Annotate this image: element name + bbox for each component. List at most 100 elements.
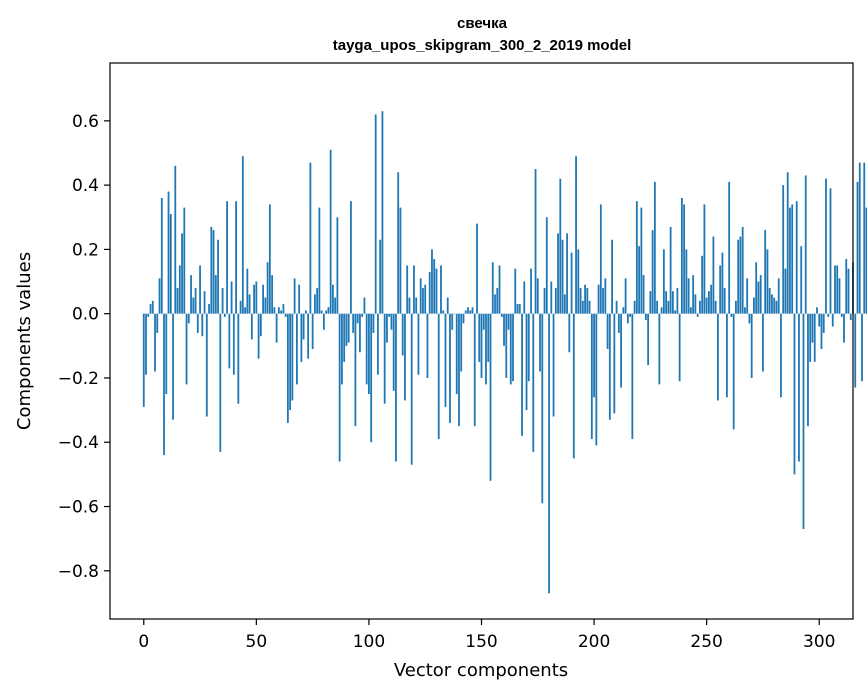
bar-201: [595, 313, 598, 446]
x-tick-label: 250: [690, 632, 722, 652]
x-tick-label: 200: [578, 632, 610, 652]
bar-219: [635, 201, 638, 314]
bar-264: [737, 239, 740, 314]
bar-6: [156, 313, 159, 333]
bar-77: [316, 287, 319, 314]
bar-165: [514, 268, 517, 314]
bar-132: [440, 265, 442, 314]
bar-320: [863, 162, 866, 314]
bar-142: [462, 313, 465, 324]
bar-205: [604, 278, 607, 314]
bar-81: [325, 310, 328, 314]
bar-129: [433, 259, 436, 314]
bar-194: [579, 287, 582, 314]
bar-288: [791, 204, 794, 314]
bar-199: [590, 313, 593, 440]
bar-280: [773, 297, 776, 314]
y-tick-label: 0.2: [72, 240, 99, 260]
bar-40: [232, 313, 235, 375]
bar-302: [822, 313, 825, 333]
bar-215: [626, 313, 629, 324]
bar-232: [665, 291, 668, 314]
bar-220: [638, 246, 641, 314]
bar-167: [518, 304, 521, 314]
bar-249: [703, 204, 706, 314]
bar-69: [298, 284, 301, 314]
bar-245: [694, 294, 697, 314]
bar-295: [807, 313, 809, 427]
bar-180: [548, 313, 550, 594]
bar-39: [230, 281, 233, 314]
bar-16: [178, 265, 181, 314]
bar-119: [410, 313, 413, 465]
bar-4: [151, 300, 154, 314]
bar-294: [804, 175, 807, 314]
bar-41: [235, 201, 237, 314]
bar-143: [464, 310, 467, 314]
bar-195: [581, 300, 584, 314]
bar-272: [755, 262, 758, 314]
bar-182: [552, 313, 555, 417]
bar-149: [478, 313, 481, 362]
bar-290: [795, 201, 798, 314]
bar-150: [480, 313, 483, 378]
x-tick-label: 50: [246, 632, 268, 652]
bar-222: [642, 275, 645, 314]
bar-248: [701, 255, 704, 314]
bar-114: [399, 207, 402, 314]
bar-54: [264, 297, 267, 314]
bar-104: [377, 313, 379, 375]
bar-254: [714, 300, 717, 314]
bar-25: [199, 265, 201, 314]
bar-128: [431, 249, 433, 314]
bar-28: [205, 313, 208, 417]
bar-212: [620, 313, 622, 388]
bar-27: [203, 291, 206, 314]
bar-310: [840, 313, 843, 317]
bar-48: [250, 313, 253, 340]
bar-8: [160, 197, 163, 314]
x-axis-ticks: 0 50 100 150 200 250 300: [138, 619, 835, 652]
bar-80: [322, 313, 325, 330]
bar-24: [196, 313, 199, 333]
bar-87: [338, 313, 341, 462]
bar-279: [771, 294, 773, 314]
bar-321: [865, 207, 867, 314]
bar-268: [746, 278, 749, 314]
bar-224: [647, 313, 650, 366]
bar-31: [212, 230, 215, 314]
bar-116: [404, 313, 406, 401]
bar-15: [176, 287, 179, 314]
bar-26: [201, 313, 204, 337]
bar-113: [397, 172, 400, 314]
bar-155: [491, 262, 494, 314]
bar-207: [608, 313, 611, 420]
bar-46: [246, 268, 249, 314]
bar-179: [545, 217, 548, 314]
bar-262: [732, 313, 735, 430]
bar-78: [318, 207, 321, 314]
y-axis-label: Components values: [14, 252, 35, 430]
bar-153: [487, 313, 490, 362]
bar-126: [426, 313, 429, 378]
bar-18: [183, 207, 186, 314]
bar-243: [689, 307, 692, 314]
bar-229: [658, 313, 661, 385]
bar-209: [613, 313, 616, 414]
bar-166: [516, 304, 519, 314]
bar-210: [615, 300, 618, 314]
bar-140: [458, 313, 460, 427]
bar-306: [831, 313, 834, 327]
bar-137: [451, 313, 454, 330]
bar-284: [782, 185, 785, 314]
bar-173: [532, 313, 535, 452]
bar-112: [395, 313, 397, 462]
bar-146: [471, 307, 474, 314]
bar-136: [449, 313, 451, 423]
bar-217: [631, 313, 634, 440]
bar-9: [163, 313, 165, 456]
bar-163: [509, 313, 512, 385]
bar-141: [460, 313, 463, 372]
bar-216: [629, 313, 631, 317]
y-axis-ticks: −0.8 −0.6 −0.4 −0.2 0.0 0.2 0.4 0.6: [58, 112, 110, 582]
